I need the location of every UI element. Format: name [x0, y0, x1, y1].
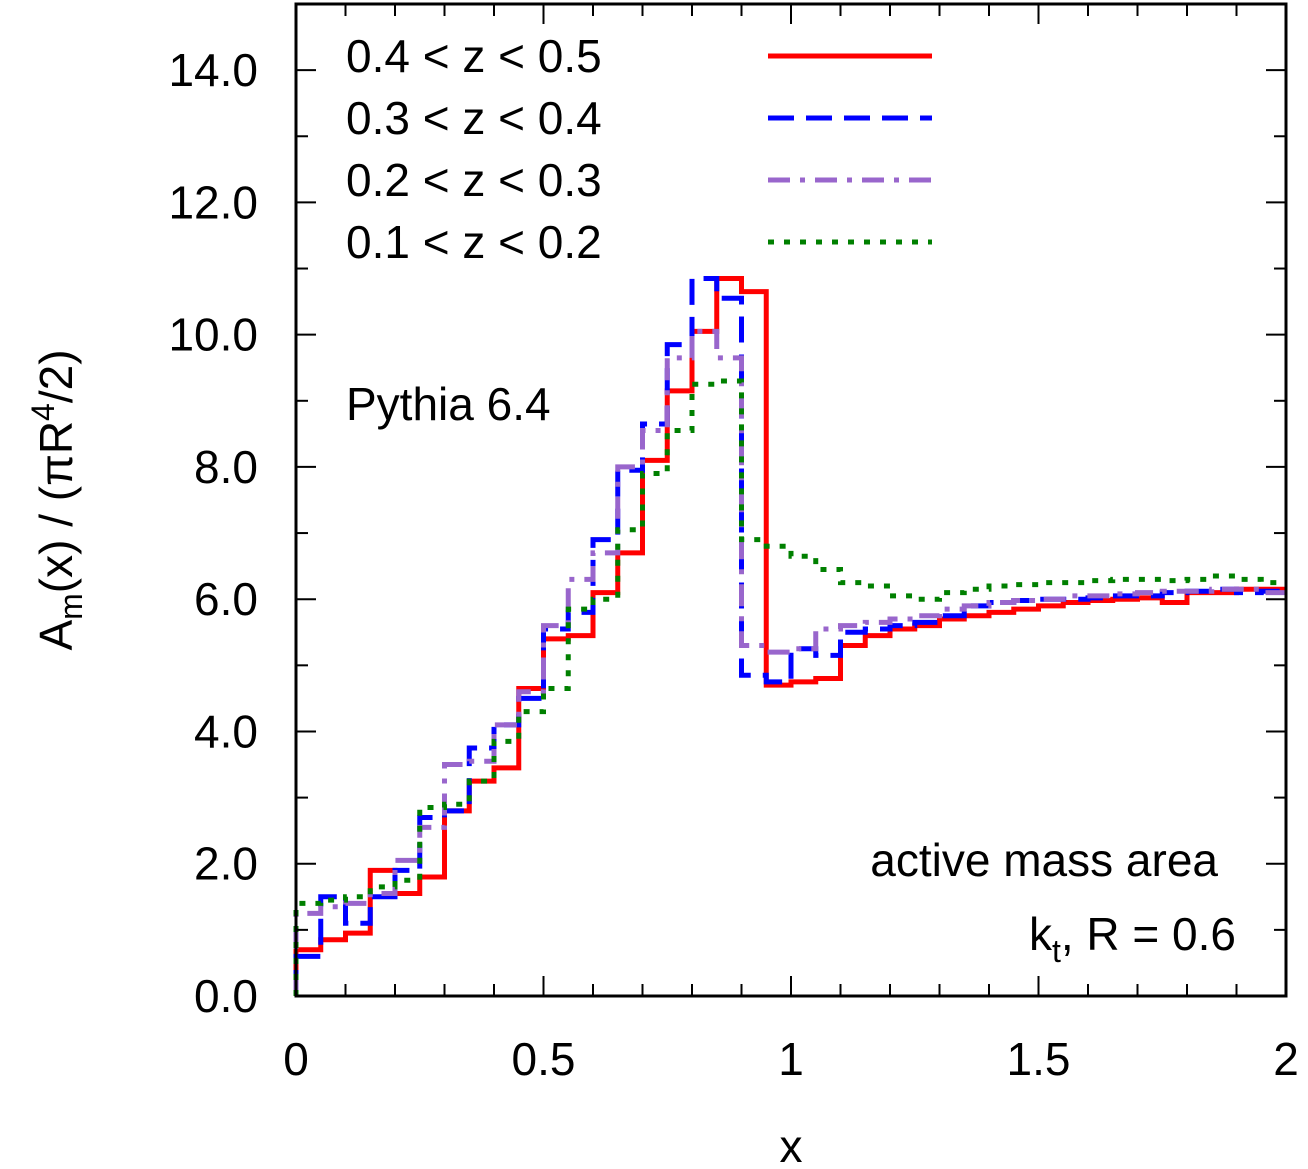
legend: 0.4 < z < 0.5 0.3 < z < 0.4 0.2 < z < 0.3 0…: [346, 30, 932, 268]
x-tick-label: 1: [778, 1033, 804, 1085]
annotation-generator: Pythia 6.4: [346, 378, 551, 430]
y-tick-label: 6.0: [194, 573, 258, 625]
y-axis-title-mid: (x) / (πR: [30, 421, 82, 593]
y-axis-title-sub: m: [53, 593, 89, 620]
y-tick-label: 0.0: [194, 970, 258, 1022]
legend-label-1: 0.4 < z < 0.5: [346, 30, 602, 82]
series-layer: [293, 275, 1286, 996]
series-line-3: [293, 328, 1286, 996]
legend-label-4: 0.1 < z < 0.2: [346, 216, 602, 268]
annotation-area-type: active mass area: [870, 834, 1218, 886]
y-axis-title-end: /2): [30, 349, 82, 403]
legend-label-2: 0.3 < z < 0.4: [346, 92, 602, 144]
ticks-layer: [295, 3, 1287, 997]
tick-labels: 0 0.5 1 1.5 2 0.0 2.0 4.0 6.0 8.0 10.0 12.0 14.0: [168, 44, 1298, 1085]
x-axis-title: x: [780, 1120, 803, 1169]
series-line-4: [293, 378, 1286, 996]
x-tick-label: 0: [283, 1033, 309, 1085]
y-tick-label: 2.0: [194, 838, 258, 890]
y-tick-label: 4.0: [194, 705, 258, 757]
y-tick-label: 8.0: [194, 441, 258, 493]
x-tick-label: 0.5: [512, 1033, 576, 1085]
y-tick-label: 10.0: [168, 309, 258, 361]
y-axis-title: Am(x) / (πR4/2): [25, 349, 89, 650]
legend-label-3: 0.2 < z < 0.3: [346, 154, 602, 206]
y-tick-label: 14.0: [168, 44, 258, 96]
plot-frame: [294, 2, 1288, 998]
annotation-algorithm-main: k: [1029, 908, 1053, 960]
annotation-algorithm-sub: t: [1052, 933, 1061, 969]
x-tick-label: 1.5: [1007, 1033, 1071, 1085]
x-tick-label: 2: [1273, 1033, 1299, 1085]
annotation-algorithm: kt, R = 0.6: [1029, 908, 1236, 969]
y-tick-label: 12.0: [168, 176, 258, 228]
y-axis-title-sup: 4: [25, 403, 61, 421]
y-axis-title-main: A: [30, 620, 82, 651]
annotation-algorithm-rest: , R = 0.6: [1061, 908, 1236, 960]
